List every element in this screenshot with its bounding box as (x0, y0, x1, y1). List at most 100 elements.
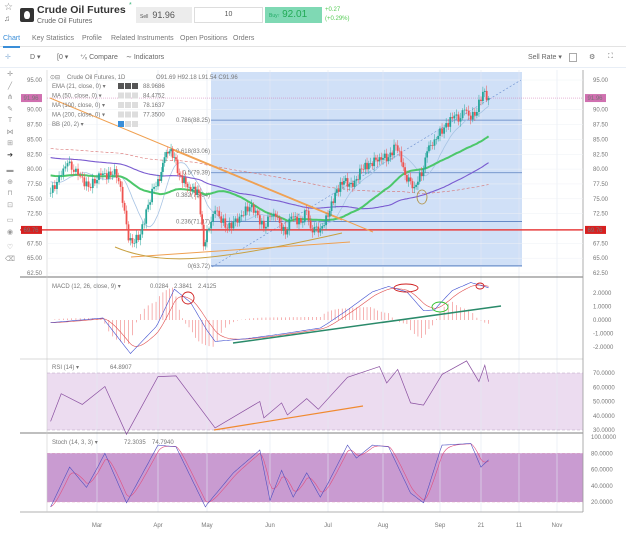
study-control-button[interactable] (125, 83, 131, 89)
arrow-icon[interactable]: ➔ (7, 151, 13, 159)
study-control-button[interactable] (132, 83, 138, 89)
candle-body (294, 216, 297, 218)
candle-body (428, 145, 430, 152)
alert-bell-icon[interactable]: ♫ (4, 14, 10, 23)
buy-button[interactable]: Buy↑ 92.01 (265, 7, 322, 23)
macd-axis-label: 1.0000 (593, 305, 612, 311)
stoch-legend-label: Stoch (14, 3, 3) ▾ (52, 440, 98, 446)
tab-related-instruments[interactable]: Related Instruments (111, 35, 174, 42)
fibonacci-label: 0.786(88.25) (176, 118, 210, 124)
lock-icon[interactable]: ⊡ (7, 201, 13, 209)
left-axis-label: 72.50 (27, 212, 43, 218)
candle-body (181, 175, 184, 183)
chart-type-select[interactable]: [0 ▾ (57, 54, 69, 61)
study-control-button[interactable] (132, 111, 138, 118)
watchlist-star-icon[interactable]: ☆ (4, 2, 13, 13)
candle-body (348, 184, 351, 187)
sell-button[interactable]: Sell 91.96 (136, 7, 192, 23)
candle-body (79, 175, 82, 177)
study-control-button[interactable] (118, 121, 124, 127)
rate-value: Sell Rate (528, 54, 557, 61)
interval-select[interactable]: D ▾ (30, 54, 41, 61)
candle-body (212, 213, 214, 222)
tab-profile[interactable]: Profile (82, 35, 102, 42)
text-icon[interactable]: T (7, 117, 13, 124)
candle-body (238, 216, 241, 223)
fullscreen-icon[interactable]: ⛶ (608, 53, 613, 60)
candle-body (246, 206, 249, 212)
magnet-icon[interactable]: ⊓ (7, 190, 13, 197)
candle-body (422, 169, 425, 177)
study-control-button[interactable] (125, 102, 131, 108)
candle-body (409, 177, 412, 182)
settings-gear-icon[interactable]: ⚙ (589, 54, 596, 61)
study-control-button[interactable] (132, 102, 138, 108)
candle-body (151, 188, 153, 203)
ruler-icon[interactable]: ▬ (6, 167, 14, 174)
candle-body (328, 210, 331, 217)
left-axis-label: 87.50 (27, 123, 43, 129)
candle-body (439, 128, 441, 136)
crosshair-icon[interactable]: ✛ (5, 54, 11, 61)
favorite-icon[interactable]: ♡ (6, 244, 14, 251)
brush-icon[interactable]: ✎ (7, 105, 13, 113)
eye-icon[interactable]: ◉ (6, 228, 14, 236)
indicators-button[interactable]: ∼ Indicators (126, 53, 164, 61)
visibility-icon[interactable]: ▭ (6, 217, 14, 224)
stoch-legend-value: 72.3035 (124, 440, 146, 446)
study-control-button[interactable] (132, 92, 138, 99)
candle-body (393, 144, 395, 156)
snapshot-icon[interactable] (569, 53, 577, 62)
stoch-axis-label: 80.0000 (591, 451, 613, 457)
candle-body (357, 179, 360, 180)
stoch-d-line (50, 443, 489, 508)
study-control-button[interactable] (125, 121, 131, 127)
measure-icon[interactable]: ⊞ (7, 140, 13, 147)
crosshair-icon[interactable]: ✛ (7, 71, 13, 78)
study-control-button[interactable] (118, 83, 124, 89)
candle-body (236, 218, 239, 223)
trash-icon[interactable]: ⌫ (5, 255, 15, 263)
study-control-button[interactable] (125, 92, 131, 99)
stoch-axis-label: 20.0000 (591, 500, 613, 506)
study-control-button[interactable] (118, 102, 124, 108)
candle-body (115, 169, 118, 178)
candle-body (351, 182, 354, 187)
trend-line-icon[interactable]: ╱ (7, 82, 13, 90)
tab-open-positions[interactable]: Open Positions (180, 35, 228, 42)
candle-body (269, 216, 271, 218)
candle-body (178, 173, 181, 176)
candle-body (402, 162, 405, 168)
candle-body (325, 215, 327, 226)
candle-body (272, 213, 275, 217)
candle-body (81, 176, 84, 178)
pitchfork-icon[interactable]: ⋔ (7, 94, 13, 101)
candle-body (461, 110, 464, 119)
candle-body (157, 179, 159, 187)
candle-body (155, 186, 157, 187)
study-control-button[interactable] (118, 92, 124, 99)
compare-button[interactable]: ⁺∕ₓ Compare (80, 53, 118, 61)
rate-select[interactable]: Sell Rate ▾ (528, 54, 562, 61)
instrument-subtitle: Crude Oil Futures (37, 18, 93, 25)
last-price-badge-text: 91.96 (587, 96, 603, 102)
candle-body (355, 179, 358, 181)
candle-body (75, 168, 77, 172)
zoom-icon[interactable]: ⊕ (7, 178, 13, 186)
pattern-icon[interactable]: ⋈ (6, 128, 14, 136)
study-control-button[interactable] (132, 121, 138, 127)
study-control-button[interactable] (125, 111, 131, 118)
candle-body (175, 157, 177, 160)
study-control-button[interactable] (118, 111, 124, 118)
candle-body (64, 166, 67, 169)
rsi-trend-line (213, 405, 364, 431)
price-axis-label: 87.50 (593, 123, 609, 129)
candle-body (129, 238, 132, 241)
tab-key-statistics[interactable]: Key Statistics (32, 35, 75, 42)
candle-body (218, 210, 221, 217)
tab-chart[interactable]: Chart (3, 35, 21, 48)
candle-body (53, 185, 56, 189)
tab-orders[interactable]: Orders (233, 35, 255, 42)
quantity-input[interactable]: 10 (194, 7, 263, 23)
